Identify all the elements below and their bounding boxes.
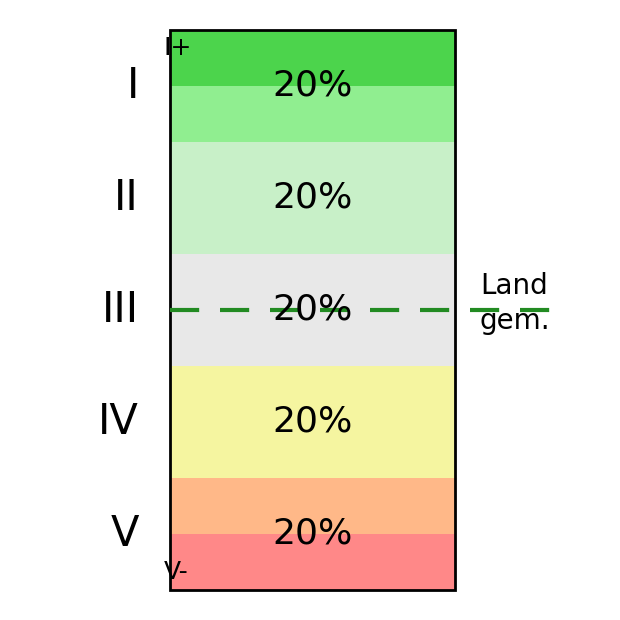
Bar [170, 478, 455, 534]
Bar [170, 142, 455, 254]
Bar [170, 366, 455, 478]
Text: IV: IV [98, 401, 139, 443]
Text: V-: V- [164, 560, 188, 585]
Text: 20%: 20% [272, 69, 353, 103]
Text: 20%: 20% [272, 517, 353, 551]
Bar [170, 30, 455, 590]
Text: III: III [102, 289, 139, 331]
Text: I: I [126, 65, 139, 107]
Bar [170, 30, 455, 86]
Text: II: II [114, 177, 139, 219]
Text: I+: I+ [164, 35, 192, 60]
Text: 20%: 20% [272, 181, 353, 215]
Bar [170, 254, 455, 366]
Bar [170, 86, 455, 142]
Text: 20%: 20% [272, 293, 353, 327]
Bar [170, 534, 455, 590]
Text: V: V [110, 513, 139, 555]
Text: 20%: 20% [272, 405, 353, 439]
Text: Land
gem.: Land gem. [480, 273, 551, 335]
